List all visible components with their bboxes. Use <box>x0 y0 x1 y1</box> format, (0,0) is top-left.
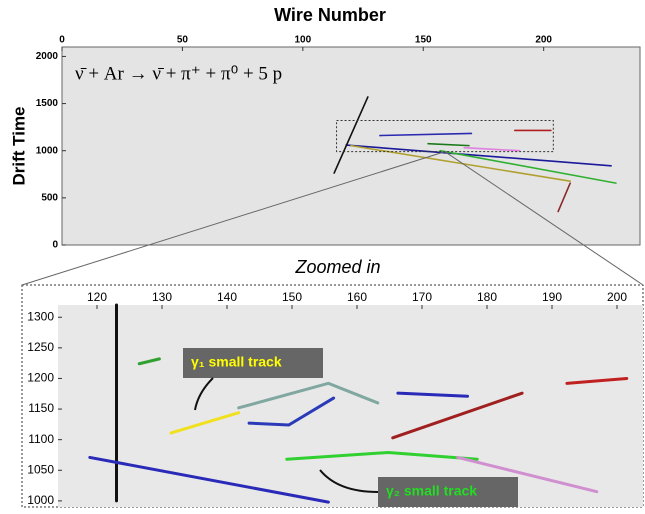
x-tick-label: 200 <box>607 290 627 304</box>
x-tick-label: 180 <box>477 290 497 304</box>
y-tick-label: 1250 <box>27 340 54 354</box>
annotation-box <box>183 348 323 378</box>
annotation-text: γ₁ small track <box>191 354 282 370</box>
annotation-text: γ₂ small track <box>386 483 477 499</box>
track <box>333 96 369 174</box>
zoom-plot-area <box>58 305 643 507</box>
zoom-box <box>336 120 554 153</box>
track <box>285 451 479 461</box>
y-tick-label: 2000 <box>36 51 59 62</box>
track <box>565 376 629 385</box>
track <box>391 391 524 440</box>
track <box>427 142 470 147</box>
track <box>247 396 336 427</box>
x-tick-label: 140 <box>217 290 237 304</box>
track <box>345 144 612 167</box>
track <box>557 182 571 213</box>
zoom-title: Zoomed in <box>294 257 380 277</box>
reaction-label: ν̄ + Ar → ν̄ + π⁺ + π⁰ + 5 p <box>75 63 282 84</box>
y-tick-label: 0 <box>52 240 58 251</box>
zoom-connector <box>444 151 644 286</box>
track <box>463 146 521 152</box>
x-tick-label: 200 <box>535 35 552 46</box>
x-tick-label: 190 <box>542 290 562 304</box>
track <box>379 132 473 137</box>
track <box>456 455 599 494</box>
x-tick-label: 50 <box>177 35 189 46</box>
x-tick-label: 0 <box>59 35 65 46</box>
y-tick-label: 1000 <box>27 493 54 507</box>
x-tick-label: 150 <box>282 290 302 304</box>
y-tick-label: 1500 <box>36 98 59 109</box>
x-tick-label: 150 <box>415 35 432 46</box>
annotation-box <box>378 477 518 507</box>
track <box>237 381 380 410</box>
track <box>88 455 330 504</box>
x-tick-label: 100 <box>294 35 311 46</box>
track <box>396 391 469 398</box>
x-tick-label: 130 <box>152 290 172 304</box>
track <box>439 149 617 184</box>
y-axis-title: Drift Time <box>9 106 28 185</box>
y-tick-label: 500 <box>41 192 58 203</box>
y-tick-label: 1100 <box>28 432 54 446</box>
annotation-arrow <box>319 469 379 493</box>
top-title: Wire Number <box>274 5 386 25</box>
y-tick-label: 1200 <box>27 371 54 385</box>
track <box>169 411 241 435</box>
y-tick-label: 1150 <box>28 401 54 415</box>
x-tick-label: 170 <box>412 290 432 304</box>
x-tick-label: 120 <box>87 290 107 304</box>
y-tick-label: 1000 <box>36 145 59 156</box>
annotation-arrow <box>194 377 214 411</box>
zoom-connector <box>21 151 446 286</box>
y-tick-label: 1300 <box>27 309 54 323</box>
x-tick-label: 160 <box>347 290 367 304</box>
track <box>137 357 161 366</box>
y-tick-label: 1050 <box>27 462 54 476</box>
